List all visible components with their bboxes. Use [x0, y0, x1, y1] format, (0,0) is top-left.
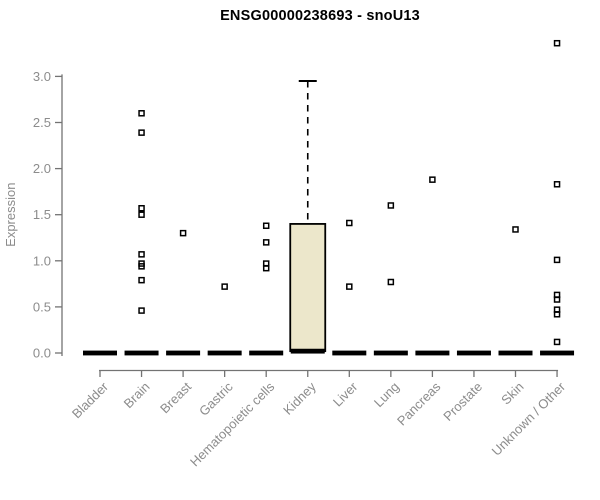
- y-tick-label: 1.0: [33, 253, 51, 268]
- y-tick-label: 3.0: [33, 69, 51, 84]
- outlier-point: [553, 311, 561, 318]
- x-axis-label: Gastric: [196, 379, 236, 419]
- y-tick-label: 1.5: [33, 207, 51, 222]
- x-axis-label: Prostate: [440, 379, 485, 424]
- x-axis-label: Liver: [330, 379, 361, 410]
- x-axis-label: Unknown / Other: [489, 379, 569, 459]
- outlier-point: [387, 278, 395, 286]
- median-bar: [456, 350, 491, 356]
- outlier-point: [138, 129, 145, 136]
- x-axis-label: Brain: [121, 379, 153, 411]
- median-bar: [83, 350, 117, 356]
- y-tick-label: 2.5: [33, 115, 51, 130]
- outlier-point: [553, 39, 561, 47]
- median-bar: [124, 350, 159, 356]
- outlier-point: [262, 264, 270, 272]
- outlier-point: [512, 226, 519, 233]
- outlier-point: [138, 110, 145, 117]
- outlier-point: [262, 222, 270, 230]
- outlier-point: [346, 283, 353, 290]
- chart-title: ENSG00000238693 - snoU13: [220, 8, 420, 24]
- x-axis-label: Kidney: [280, 379, 319, 418]
- y-tick-label: 0.5: [33, 299, 51, 314]
- x-axis-label: Breast: [157, 379, 194, 416]
- outlier-point: [138, 307, 145, 314]
- y-axis-title: Expression: [3, 183, 18, 247]
- median-bar: [207, 350, 242, 356]
- x-axis-label: Bladder: [69, 379, 112, 422]
- median-bar: [498, 350, 533, 356]
- outlier-point: [221, 283, 228, 290]
- outlier-point: [553, 181, 561, 188]
- outlier-point: [138, 251, 145, 258]
- median-bar: [332, 350, 367, 356]
- outlier-point: [429, 176, 436, 183]
- outlier-point: [138, 211, 145, 218]
- outlier-point: [138, 276, 145, 284]
- outlier-point: [553, 256, 561, 264]
- median-bar: [166, 350, 201, 356]
- x-axis-label: Skin: [498, 379, 526, 407]
- x-axis-label: Lung: [371, 379, 402, 410]
- outlier-point: [138, 204, 145, 212]
- y-tick-label: 0.0: [33, 346, 51, 361]
- median-bar: [290, 348, 325, 354]
- median-bar: [373, 350, 408, 356]
- outlier-point: [553, 338, 561, 346]
- box: [289, 223, 327, 353]
- median-bar: [540, 350, 575, 356]
- outlier-point: [179, 229, 187, 237]
- outlier-point: [387, 202, 395, 209]
- outlier-point: [262, 239, 270, 246]
- outlier-point: [553, 296, 561, 303]
- y-tick-label: 2.0: [33, 161, 51, 176]
- median-bar: [249, 350, 284, 356]
- x-axis-label: Pancreas: [394, 379, 444, 429]
- median-bar: [415, 350, 450, 356]
- outlier-point: [346, 219, 353, 227]
- outlier-point: [138, 263, 145, 270]
